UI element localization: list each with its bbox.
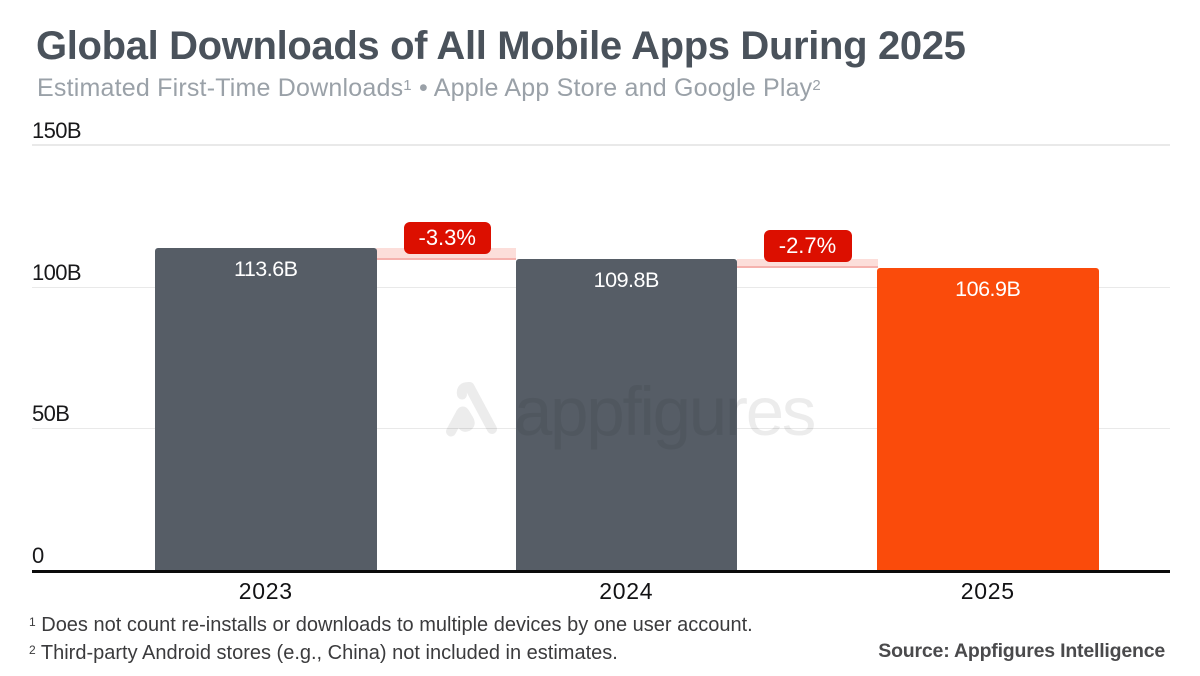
svg-text:appfigures: appfigures bbox=[514, 376, 814, 450]
